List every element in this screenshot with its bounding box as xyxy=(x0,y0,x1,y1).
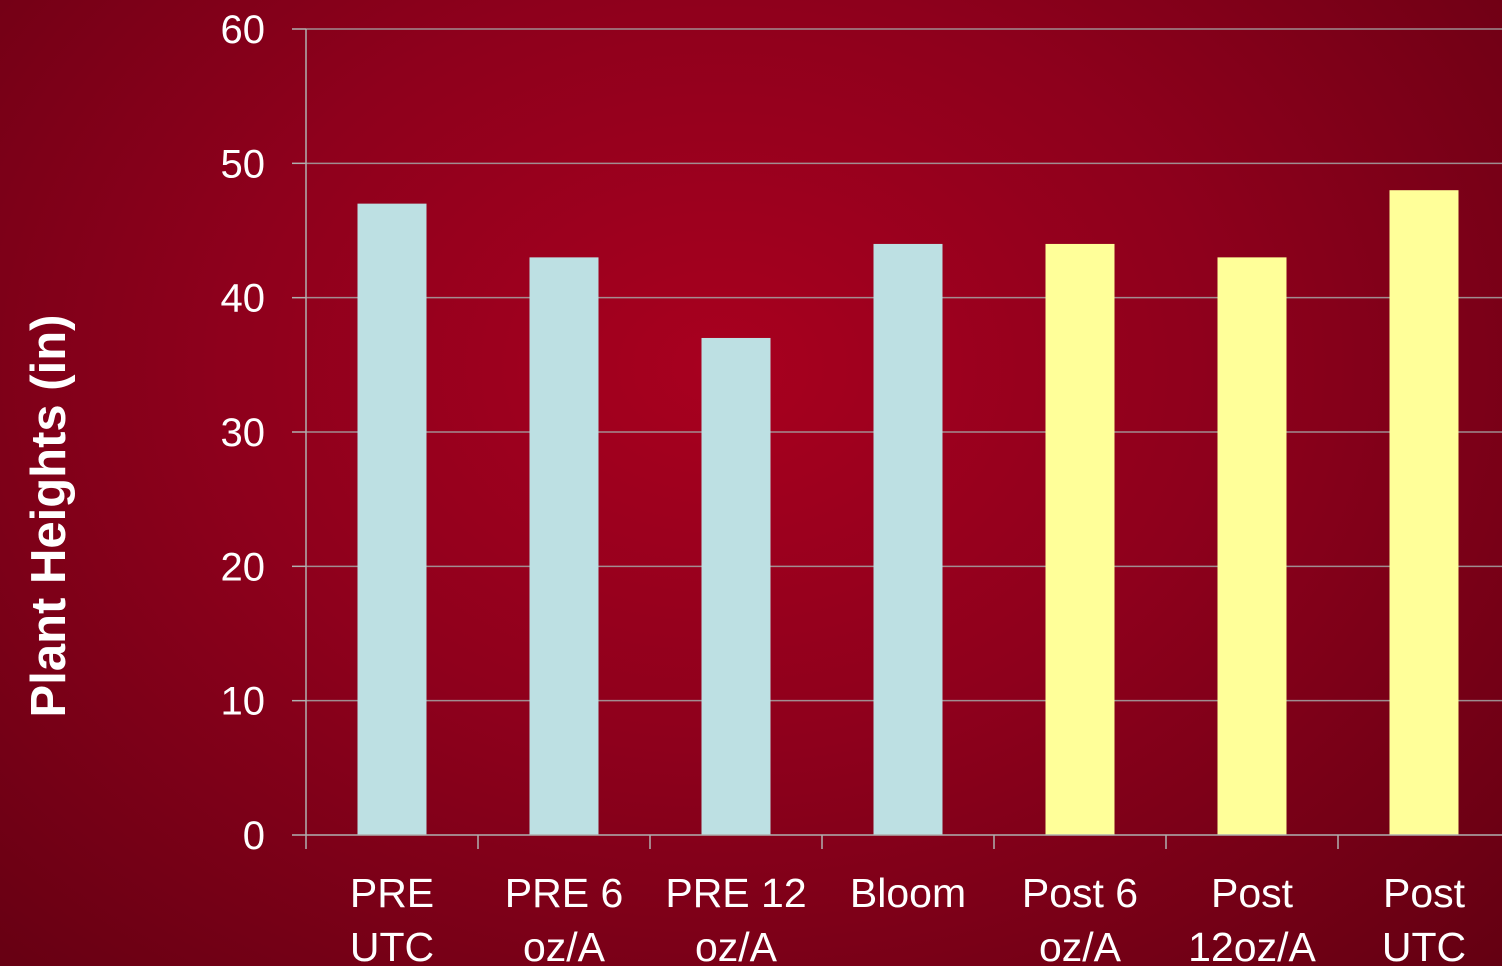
bars xyxy=(357,190,1459,836)
y-tick-label: 20 xyxy=(221,545,266,589)
x-category-label: 12oz/A xyxy=(1188,924,1316,966)
y-axis-title: Plant Heights (in) xyxy=(22,315,76,718)
bar xyxy=(1217,257,1287,835)
x-category-label: oz/A xyxy=(695,924,778,966)
x-category-labels: PRE UTC PRE 6 oz/A PRE 12 oz/A Bloom Post 6 oz/A… xyxy=(350,870,1466,966)
axes xyxy=(292,28,1502,849)
x-category-label: Post xyxy=(1211,870,1294,916)
y-tick-labels: 0 10 20 30 40 50 60 xyxy=(221,8,266,858)
x-category-label: PRE 6 xyxy=(505,870,624,916)
y-tick-label: 0 xyxy=(243,814,265,858)
bar xyxy=(701,337,771,835)
x-category-label: oz/A xyxy=(1039,924,1122,966)
x-category-label: Post xyxy=(1383,870,1466,916)
x-category-label: Bloom xyxy=(850,870,966,916)
y-tick-label: 40 xyxy=(221,277,266,321)
y-tick-label: 60 xyxy=(221,8,266,52)
bar xyxy=(1389,190,1459,835)
bar xyxy=(1045,243,1115,835)
bar xyxy=(873,243,943,835)
y-tick-label: 50 xyxy=(221,142,266,186)
x-category-label: PRE 12 xyxy=(665,870,806,916)
x-category-label: PRE xyxy=(350,870,434,916)
x-category-label: Post 6 xyxy=(1022,870,1138,916)
x-category-label: UTC xyxy=(1382,924,1466,966)
bar xyxy=(529,257,599,835)
y-tick-label: 10 xyxy=(221,680,266,724)
y-tick-label: 30 xyxy=(221,411,266,455)
x-category-label: UTC xyxy=(350,924,434,966)
x-category-label: oz/A xyxy=(523,924,606,966)
bar xyxy=(357,203,427,836)
